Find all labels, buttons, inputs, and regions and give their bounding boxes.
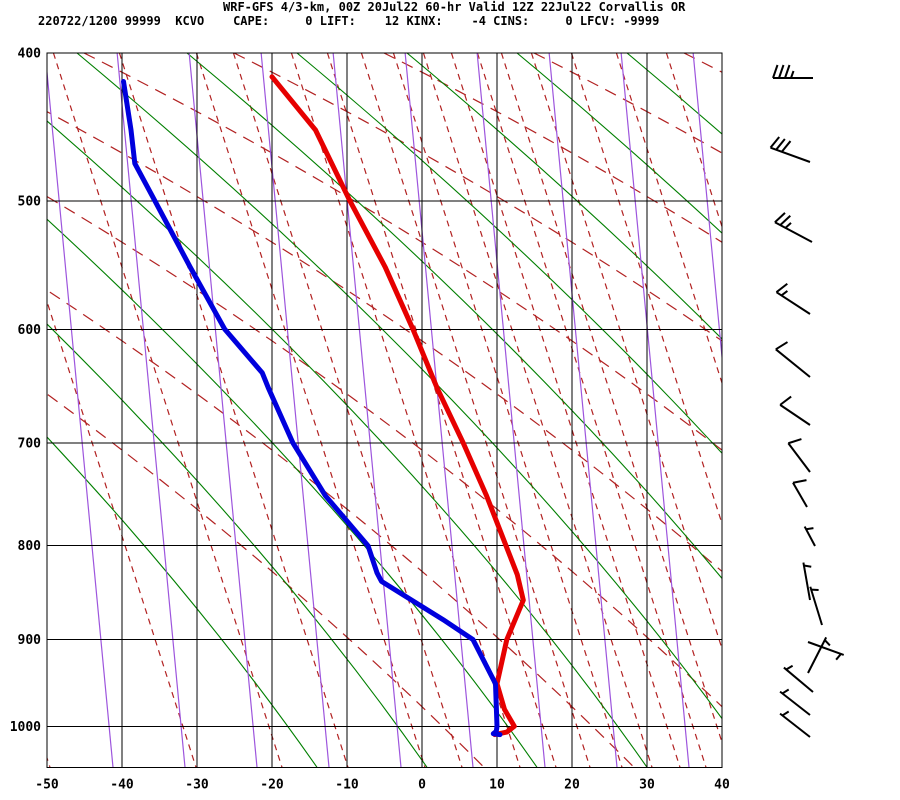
profiles xyxy=(121,74,526,738)
wind-barb xyxy=(769,136,811,163)
isotherm-line xyxy=(620,53,690,768)
isotherm-line xyxy=(476,53,546,768)
wind-barb xyxy=(792,479,808,508)
wind-barb xyxy=(809,586,823,626)
axis-labels: 400 500 600 700 800 900 1000 -50 -40 -30 -20 -10 0 10… xyxy=(10,47,730,793)
wind-barb xyxy=(775,282,811,315)
pressure-label: 800 xyxy=(18,539,42,554)
dry-adiabat-line xyxy=(47,436,318,768)
mixing-ratio-line xyxy=(52,53,283,768)
moist-adiabat-line xyxy=(47,289,635,768)
temp-label: 40 xyxy=(714,777,730,792)
mixing-ratio-line xyxy=(118,53,349,768)
temp-label: -20 xyxy=(260,777,284,792)
isotherm-line xyxy=(548,53,618,768)
pressure-label: 400 xyxy=(18,47,42,62)
dry-adiabat-line xyxy=(47,120,648,768)
dry-adiabat-line xyxy=(47,218,538,768)
temp-label: 20 xyxy=(564,777,580,792)
mixing-ratio-line xyxy=(665,53,722,229)
wind-barbs xyxy=(769,64,845,738)
mixing-ratio-line xyxy=(450,53,681,768)
dry-adiabat-line xyxy=(406,53,722,340)
chart-params-line: 220722/1200 99999 KCVO CAPE: 0 LIFT: 12 … xyxy=(38,14,660,28)
wind-barb xyxy=(803,526,816,547)
mixing-ratio-line xyxy=(290,53,521,768)
moist-adiabat-line xyxy=(47,111,722,573)
wind-barb xyxy=(802,562,812,601)
pressure-label: 500 xyxy=(18,195,42,210)
wind-barb xyxy=(779,395,811,426)
mixing-ratio-line xyxy=(392,53,623,768)
pressure-label: 700 xyxy=(18,437,42,452)
mixing-ratio-line xyxy=(476,53,707,768)
mixing-ratio-line xyxy=(47,755,51,768)
wind-barb xyxy=(807,636,831,674)
dewpoint-curve xyxy=(121,79,503,738)
moist-adiabat-line xyxy=(383,53,722,243)
pressure-label: 900 xyxy=(18,633,42,648)
plot-frame xyxy=(46,52,723,768)
moist-adiabat-line xyxy=(533,53,722,154)
temp-label: -10 xyxy=(335,777,359,792)
mixing-ratio-line xyxy=(422,53,653,768)
dry-adiabat-line xyxy=(626,53,722,135)
mixing-ratio-line xyxy=(326,53,557,768)
mixing-ratio-line xyxy=(47,299,197,768)
moist-adiabat-line xyxy=(83,53,722,451)
wind-barb xyxy=(779,688,811,716)
wind-barb xyxy=(779,710,811,738)
temperature-curve xyxy=(269,74,526,738)
isotherm-line xyxy=(260,53,330,768)
temp-label: -40 xyxy=(110,777,134,792)
wind-barb xyxy=(787,438,811,473)
temp-label: -50 xyxy=(35,777,59,792)
isotherm-line xyxy=(332,53,402,768)
isotherm-line xyxy=(188,53,258,768)
background-lines xyxy=(47,53,900,768)
isotherm-line xyxy=(47,66,114,768)
isotherm-line xyxy=(404,53,474,768)
mixing-ratio-line xyxy=(570,53,722,526)
dry-adiabat-line xyxy=(296,53,722,455)
wind-barb xyxy=(774,212,813,243)
dry-adiabat-line xyxy=(737,53,900,767)
mixing-ratio-line xyxy=(500,53,722,745)
mixing-ratio-line xyxy=(360,53,591,768)
dry-adiabat-line xyxy=(186,53,722,580)
grid xyxy=(46,52,723,768)
isotherm-line xyxy=(116,53,186,768)
pressure-label: 1000 xyxy=(10,720,41,735)
moist-adiabat-line xyxy=(47,195,722,708)
wind-barb xyxy=(783,664,814,693)
mixing-ratio-line xyxy=(530,53,722,651)
isotherm-line xyxy=(692,53,722,364)
dry-adiabat-line xyxy=(516,53,722,234)
temp-label: 30 xyxy=(639,777,655,792)
isotherm-line xyxy=(765,53,833,767)
mixing-ratio-line xyxy=(195,53,426,768)
mixing-ratio-line xyxy=(615,53,722,385)
temp-label: 10 xyxy=(489,777,505,792)
wind-barb xyxy=(775,341,811,378)
moist-adiabat-line xyxy=(683,53,722,73)
chart-title: WRF-GFS 4/3-km, 00Z 20Jul22 60-hr Valid … xyxy=(223,0,686,14)
dry-adiabat-line xyxy=(47,323,428,768)
temp-label: -30 xyxy=(185,777,209,792)
moist-adiabat-line xyxy=(233,53,722,342)
moist-adiabat-line xyxy=(834,53,900,767)
pressure-label: 600 xyxy=(18,323,42,338)
wind-barb xyxy=(807,641,845,661)
temp-label: 0 xyxy=(418,777,426,792)
wind-barb xyxy=(772,64,813,79)
